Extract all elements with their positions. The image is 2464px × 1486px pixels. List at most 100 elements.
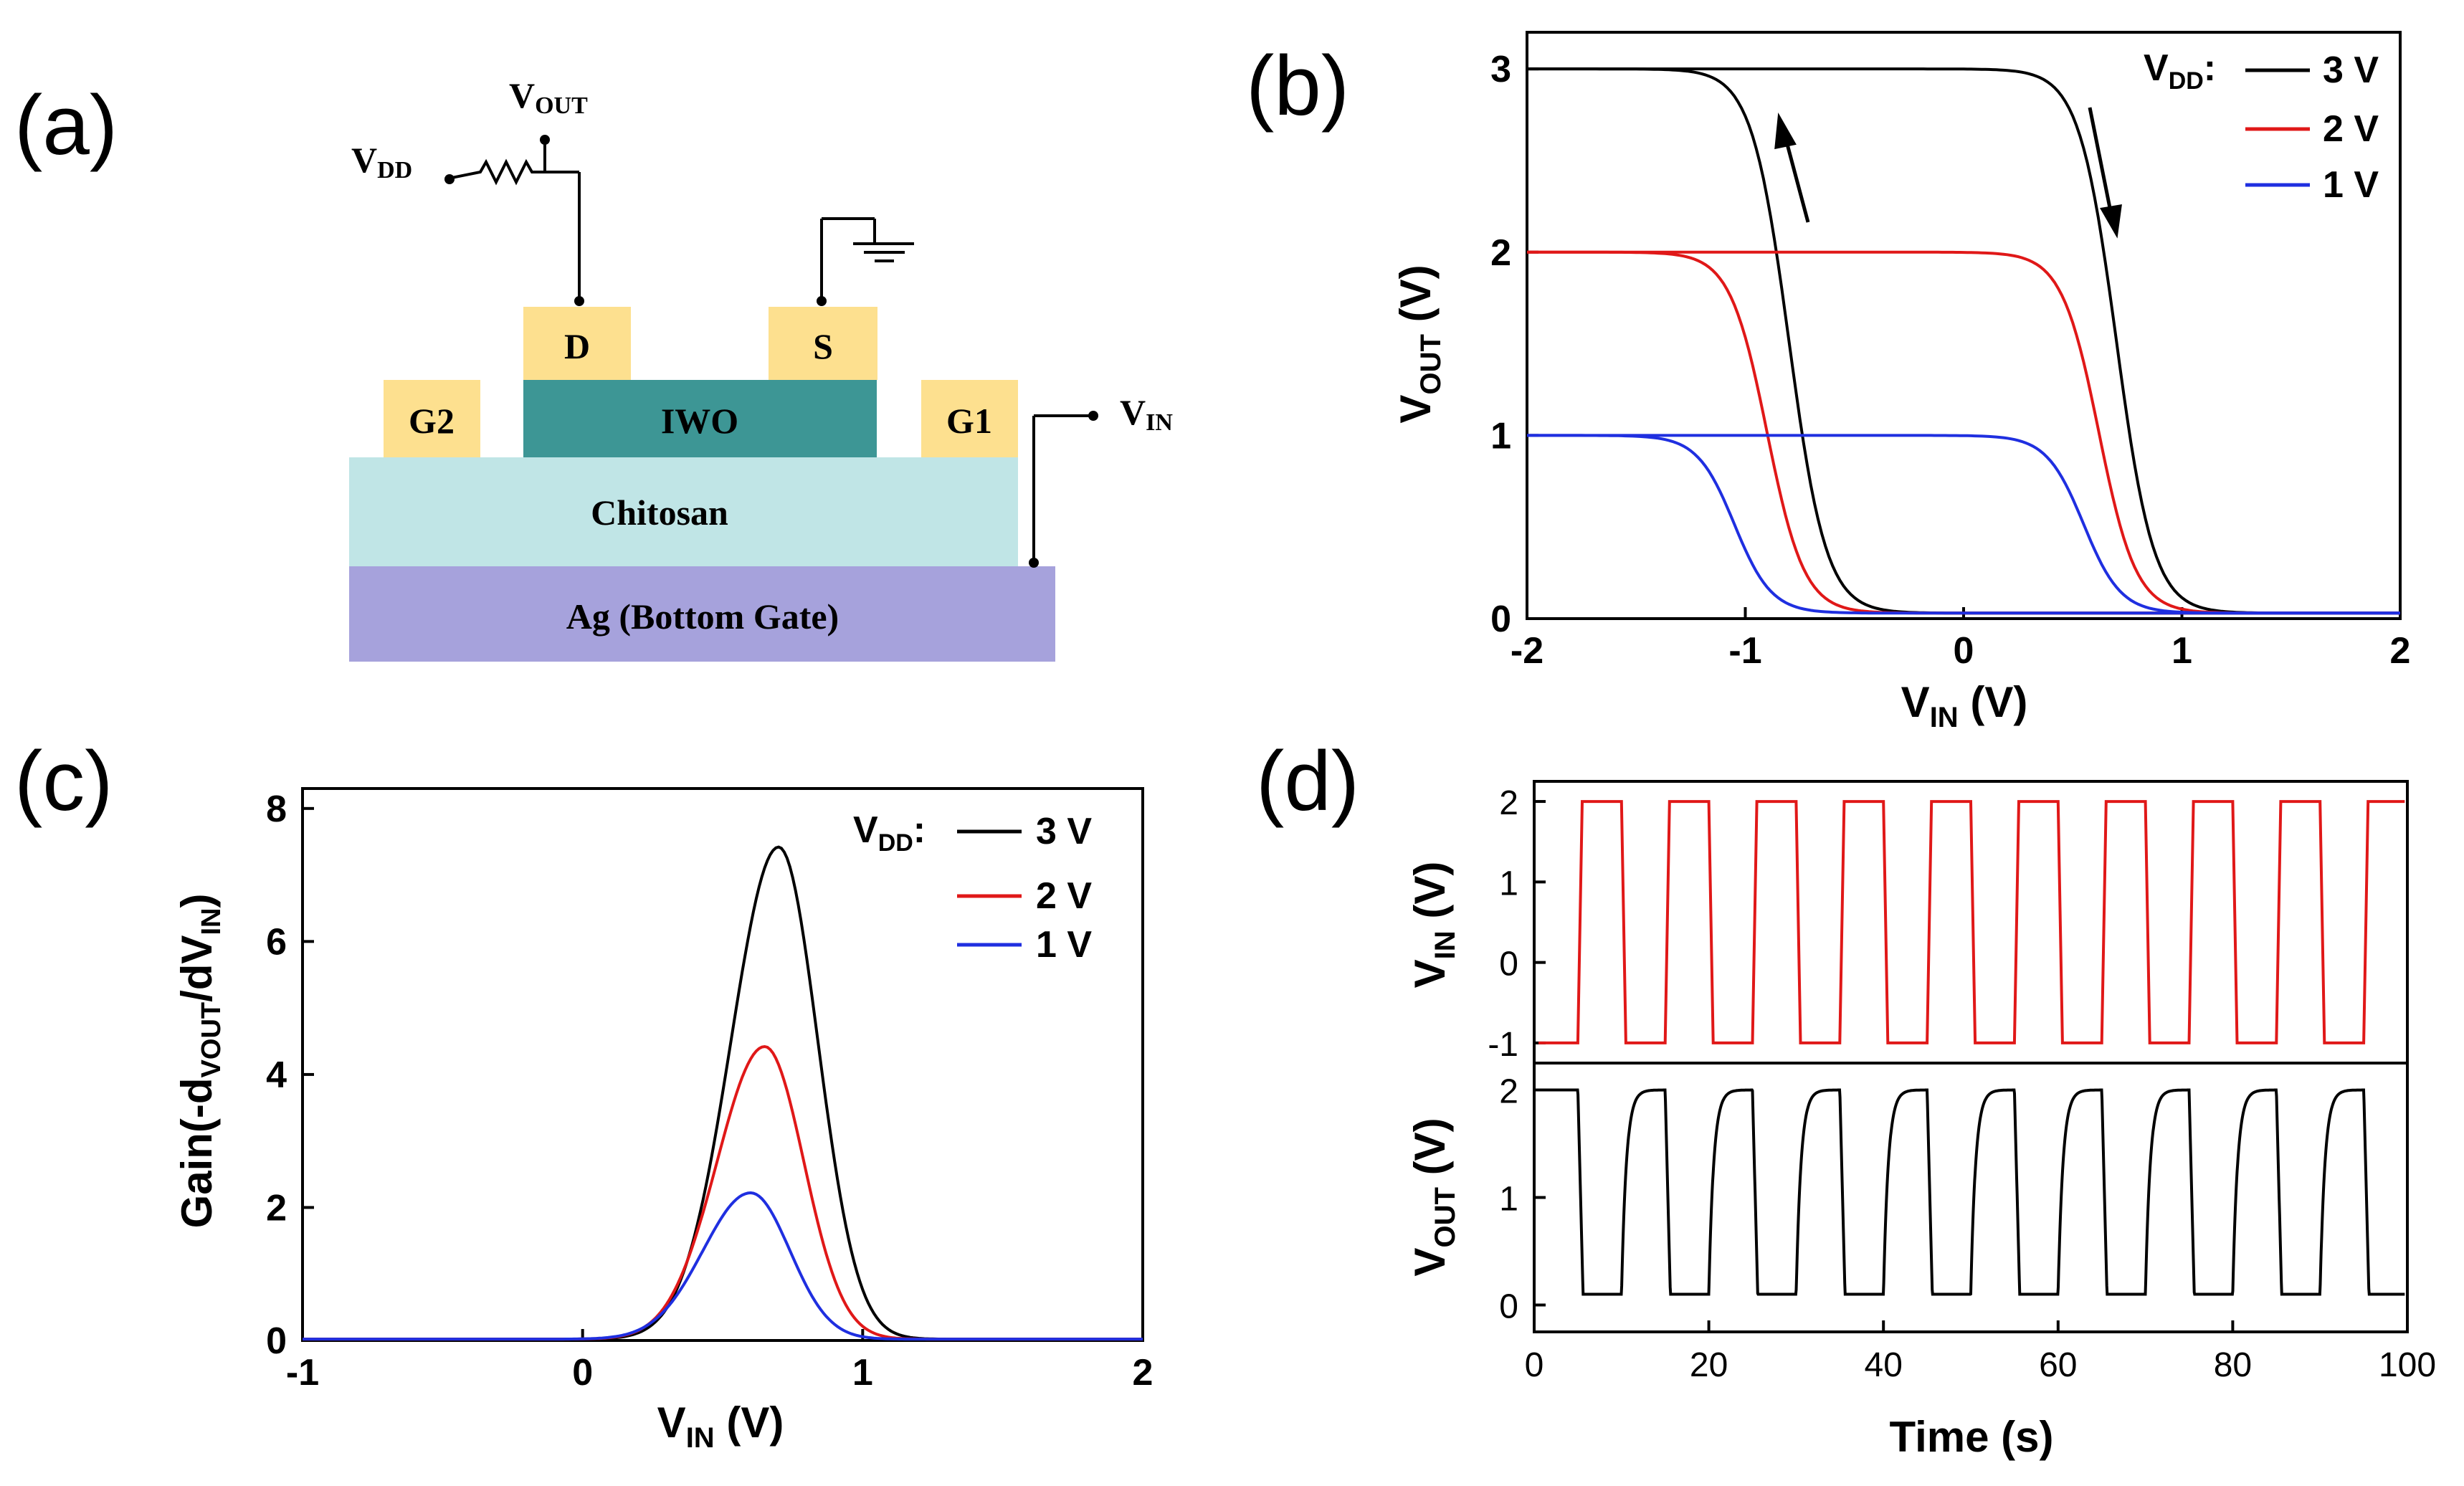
gate1-label: G1 bbox=[946, 401, 992, 441]
plot-c-xlabel-main: V bbox=[657, 1399, 686, 1447]
plot-d-xlabel: Time (s) bbox=[1890, 1413, 2054, 1461]
plot-b-xtick-label: 0 bbox=[1954, 630, 1974, 672]
plot-d-bottom-ytick-label: 1 bbox=[1499, 1181, 1518, 1219]
plot-b-curve-2v-forward bbox=[1527, 250, 2400, 615]
plot-c-ylabel-mid: /dV bbox=[173, 935, 221, 1002]
vin-label: VIN bbox=[1120, 392, 1173, 436]
vout-main: V bbox=[509, 75, 535, 115]
forward-sweep-arrow bbox=[2088, 107, 2113, 216]
plot-c-ylabel-sub2: IN bbox=[196, 908, 227, 935]
plot-c-ylabel: Gain(-dVOUT/dVIN) bbox=[173, 894, 227, 1229]
plot-b-ylabel-main: V bbox=[1392, 395, 1440, 424]
plot-b-xlabel-main: V bbox=[1901, 678, 1930, 726]
plot-b-frame bbox=[1526, 31, 2402, 620]
legend-b-text-2v: 2 V bbox=[2323, 108, 2379, 150]
legend-c-text-1v: 1 V bbox=[1036, 924, 1092, 966]
bottom-gate-node bbox=[1029, 558, 1039, 568]
plot-b-ytick-label: 2 bbox=[1490, 232, 1511, 274]
legend-b-title-colon: : bbox=[2204, 47, 2216, 89]
plot-b-ylabel-sub: OUT bbox=[1415, 334, 1447, 394]
plot-c-ylabel-post: ) bbox=[173, 894, 221, 908]
plot-c-curves bbox=[303, 845, 1143, 1341]
plot-c-curve-1v bbox=[303, 1191, 1143, 1341]
plot-b-curve-1v-forward bbox=[1527, 434, 2400, 615]
legend-c-title: VDD: bbox=[853, 809, 926, 857]
plot-d-curves bbox=[1538, 800, 2405, 1296]
plot-b-ytick-label: 3 bbox=[1490, 49, 1511, 90]
plot-b-xlabel-sub: IN bbox=[1930, 702, 1959, 733]
legend-c-text-2v: 2 V bbox=[1036, 875, 1092, 917]
legend-b-title-main: V bbox=[2144, 47, 2169, 89]
forward-sweep-arrowhead bbox=[2100, 204, 2122, 239]
drain-label: D bbox=[564, 326, 590, 366]
plot-b-xtick-label: -1 bbox=[1728, 630, 1761, 672]
vin-wiring bbox=[1032, 414, 1093, 563]
vin-main: V bbox=[1120, 392, 1146, 432]
plot-b-xlabel-unit: (V) bbox=[1959, 678, 2028, 726]
ag-bottom-gate-label: Ag (Bottom Gate) bbox=[566, 596, 839, 637]
plot-d-bottom-xtick-label: 100 bbox=[2379, 1346, 2436, 1384]
vdd-label: VDD bbox=[351, 140, 412, 184]
plot-c-xtick-label: 2 bbox=[1133, 1352, 1153, 1394]
vout-node bbox=[540, 135, 550, 145]
plot-d-top-ylabel-sub: IN bbox=[1430, 930, 1461, 959]
plot-b-curves bbox=[1527, 67, 2400, 615]
drain-pad bbox=[523, 307, 631, 380]
drain-node bbox=[574, 296, 584, 306]
plot-b-xlabel: VIN (V) bbox=[1901, 678, 2028, 733]
plot-b-xtick-label: -2 bbox=[1511, 630, 1543, 672]
plot-d-bottom-ytick-label: 0 bbox=[1499, 1288, 1518, 1326]
plot-b-ytick-label: 0 bbox=[1490, 599, 1511, 640]
plot-b-curve-2v-reverse bbox=[1527, 250, 2400, 615]
source-node bbox=[817, 296, 827, 306]
iwo-label: IWO bbox=[661, 401, 738, 441]
vin-sub: IN bbox=[1146, 409, 1173, 436]
plot-c-xtick-label: 0 bbox=[572, 1352, 593, 1394]
ag-bottom-gate-layer bbox=[349, 566, 1055, 662]
source-ground-wiring bbox=[820, 217, 914, 301]
plot-d-top-ytick-label: 1 bbox=[1499, 865, 1518, 902]
vout-sub: OUT bbox=[535, 92, 588, 119]
panel-label-d: (d) bbox=[1256, 734, 1359, 829]
plot-d-top-ytick-label: 2 bbox=[1499, 784, 1518, 822]
vdd-sub: DD bbox=[377, 157, 412, 184]
iwo-channel-layer bbox=[523, 380, 877, 457]
plot-c-xtick-label: -1 bbox=[286, 1352, 319, 1394]
vout-label: VOUT bbox=[509, 75, 588, 119]
plot-c-ytick-label: 0 bbox=[266, 1320, 287, 1362]
plot-c-ytick-label: 4 bbox=[266, 1054, 287, 1096]
source-pad bbox=[769, 307, 877, 380]
legend-b-text-3v: 3 V bbox=[2323, 49, 2379, 91]
chitosan-layer bbox=[349, 457, 1018, 566]
panel-label-b: (b) bbox=[1246, 39, 1349, 133]
plot-c-xlabel-sub: IN bbox=[686, 1422, 715, 1454]
plot-c-legend: VDD: 3 V 2 V 1 V bbox=[853, 809, 1092, 966]
gate1-pad bbox=[921, 380, 1018, 457]
source-label: S bbox=[813, 326, 833, 366]
plot-d-bottom-xtick-label: 60 bbox=[2039, 1346, 2077, 1384]
chitosan-label: Chitosan bbox=[591, 492, 728, 533]
plot-c-curve-3v bbox=[303, 845, 1143, 1341]
gate2-pad bbox=[384, 380, 480, 457]
reverse-sweep-arrow bbox=[1783, 135, 1810, 223]
drain-wiring bbox=[451, 140, 581, 301]
plot-c-xlabel: VIN (V) bbox=[657, 1399, 784, 1454]
panel-a: (a) Ag (Bottom Gate) Chitosan G2 IWO G1 … bbox=[14, 75, 1173, 662]
plot-d-bottom-ytick-label: 2 bbox=[1499, 1073, 1518, 1111]
plot-d-bottom-xtick-label: 0 bbox=[1525, 1346, 1544, 1384]
plot-b-ylabel-unit: (V) bbox=[1392, 265, 1440, 334]
plot-d-top-ylabel-main: V bbox=[1406, 959, 1454, 988]
plot-c-ylabel-sub1: VOUT bbox=[196, 1002, 227, 1078]
plot-d-vin-trace bbox=[1538, 800, 2405, 1044]
panel-label-c: (c) bbox=[14, 734, 113, 829]
legend-c-title-colon: : bbox=[913, 809, 926, 851]
plot-c-xlabel-unit: (V) bbox=[715, 1399, 784, 1447]
plot-c-frame bbox=[301, 787, 1144, 1342]
legend-b-text-1v: 1 V bbox=[2323, 164, 2379, 206]
plot-b-arrows bbox=[1774, 107, 2122, 239]
legend-c-title-main: V bbox=[853, 809, 878, 851]
